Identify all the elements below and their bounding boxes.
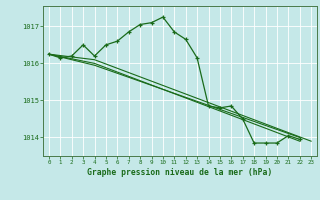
X-axis label: Graphe pression niveau de la mer (hPa): Graphe pression niveau de la mer (hPa) bbox=[87, 168, 273, 177]
